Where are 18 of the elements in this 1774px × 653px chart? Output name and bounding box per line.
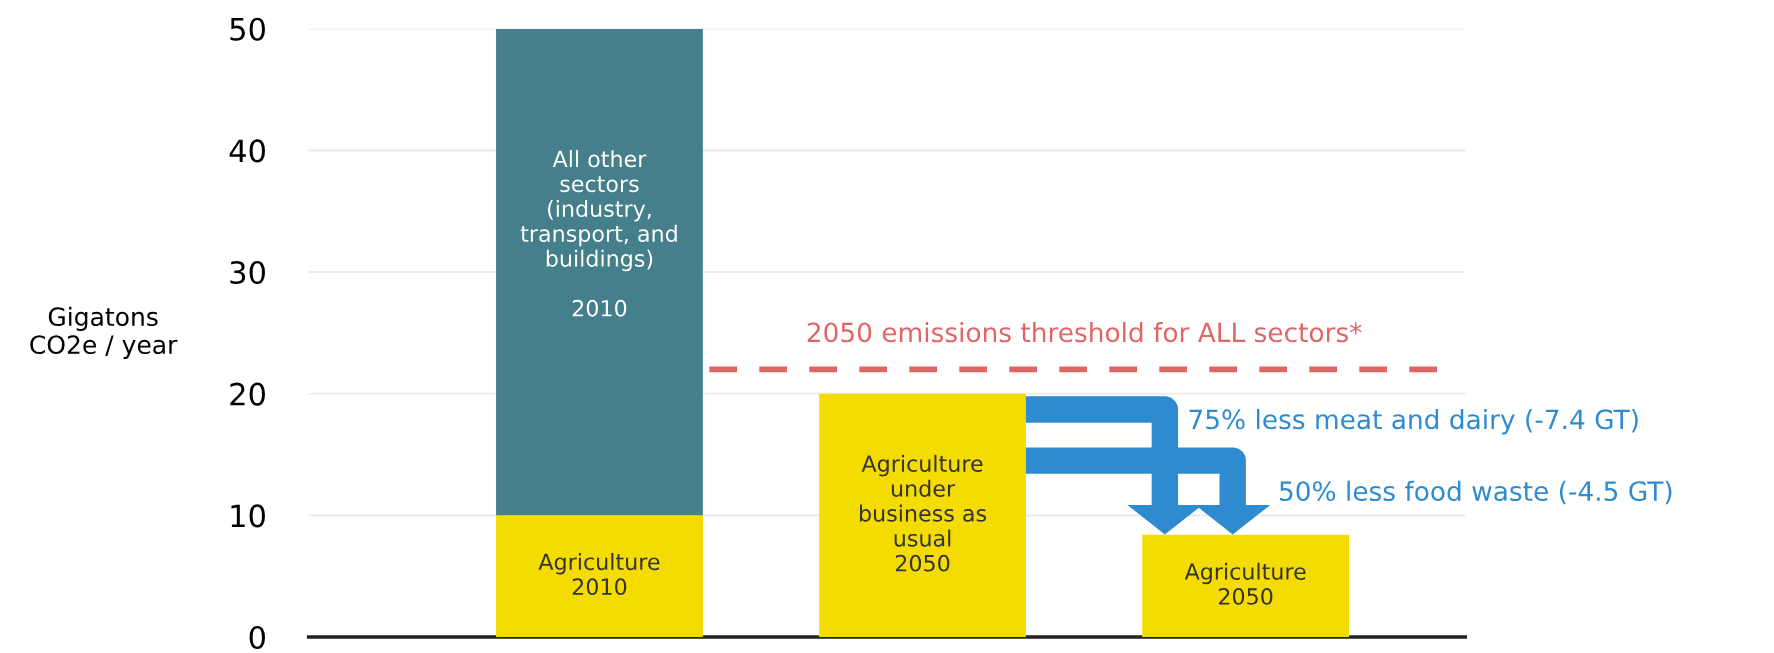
y-tick-label: 50 (230, 17, 265, 41)
annotation: 75% less meat and dairy (-7.4 GT) (1189, 408, 1638, 435)
y-tick-label: 10 (231, 504, 265, 528)
annotation: Agriculture under business as usual 2050 (860, 454, 987, 572)
bar (496, 28, 703, 516)
y-tick-label: 20 (230, 382, 265, 406)
annotation: Agriculture 2050 (1184, 562, 1306, 605)
y-axis-title: Gigatons CO2e / year (30, 306, 178, 359)
text: All other sectors (industry, transport, and buildings) 2010 (520, 150, 677, 317)
bar (1142, 534, 1350, 637)
bar (819, 393, 1026, 637)
bar (496, 515, 703, 637)
ref-line-label: 2050 emissions threshold for ALL sectors* (807, 321, 1362, 343)
y-tick-label: 30 (230, 260, 265, 285)
y-tick-label: 0 (249, 625, 265, 650)
annotation: Agriculture 2010 (538, 552, 660, 596)
y-tick-label: 40 (229, 139, 265, 163)
annotation: 50% less food waste (-4.5 GT) (1279, 480, 1672, 505)
